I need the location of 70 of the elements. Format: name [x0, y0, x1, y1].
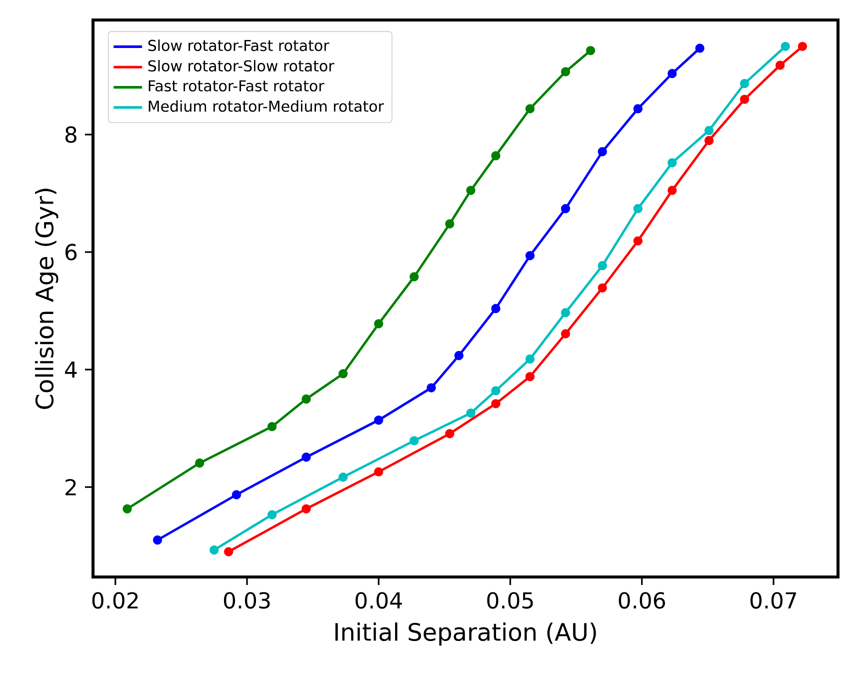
point: [338, 472, 348, 482]
point: [525, 372, 535, 382]
point: [491, 151, 500, 160]
y-axis-title: Collision Age (Gyr): [34, 188, 58, 409]
x-tick-label: 0.07: [750, 592, 796, 609]
y-tick-label: 4: [65, 362, 77, 378]
point: [633, 204, 643, 214]
point: [426, 383, 436, 392]
point: [454, 350, 464, 360]
legend-label: Slow rotator-Slow rotator: [148, 60, 334, 72]
point: [491, 304, 500, 314]
point: [668, 158, 677, 168]
point: [195, 458, 204, 468]
point: [704, 136, 714, 146]
x-tick-label: 0.04: [356, 592, 402, 609]
point: [267, 422, 277, 432]
point: [740, 78, 750, 88]
point: [586, 46, 596, 56]
point: [374, 416, 384, 425]
point: [338, 369, 348, 378]
point: [410, 272, 419, 282]
point: [302, 394, 311, 404]
legend-label: Medium rotator-Medium rotator: [148, 100, 384, 112]
point: [302, 452, 311, 462]
point: [445, 219, 454, 228]
x-tick-label: 0.03: [224, 592, 270, 609]
point: [466, 408, 476, 418]
point: [374, 319, 384, 328]
point: [633, 104, 643, 114]
legend-label: Slow rotator-Fast rotator: [148, 40, 330, 52]
y-tick-label: 6: [65, 244, 77, 260]
point: [560, 329, 570, 338]
point: [267, 510, 277, 520]
point: [525, 251, 535, 260]
point: [374, 467, 384, 476]
point: [798, 42, 808, 52]
point: [491, 386, 500, 396]
point: [668, 68, 677, 78]
point: [122, 504, 132, 514]
point: [740, 94, 750, 104]
x-tick-label: 0.06: [618, 592, 665, 609]
point: [560, 204, 570, 214]
x-axis-title: Initial Separation (AU): [335, 622, 596, 646]
point: [775, 60, 785, 70]
point: [704, 126, 714, 136]
y-tick-label: 2: [66, 478, 76, 496]
point: [695, 44, 704, 53]
legend-label: Fast rotator-Fast rotator: [148, 80, 324, 92]
point: [152, 535, 162, 545]
point: [410, 436, 419, 446]
point: [780, 42, 790, 52]
x-tick-label: 0.02: [92, 592, 138, 609]
point: [210, 545, 219, 555]
point: [598, 147, 607, 156]
point: [525, 104, 535, 114]
point: [302, 504, 311, 514]
point: [466, 186, 476, 195]
point: [445, 429, 454, 438]
point: [560, 67, 570, 76]
point: [560, 308, 570, 318]
x-tick-label: 0.05: [487, 592, 533, 609]
point: [525, 354, 535, 364]
point: [633, 236, 643, 246]
point: [598, 260, 607, 270]
y-tick-label: 8: [65, 126, 76, 143]
point: [491, 399, 500, 408]
point: [224, 547, 234, 556]
point: [668, 186, 677, 195]
point: [598, 283, 607, 293]
point: [232, 490, 242, 500]
